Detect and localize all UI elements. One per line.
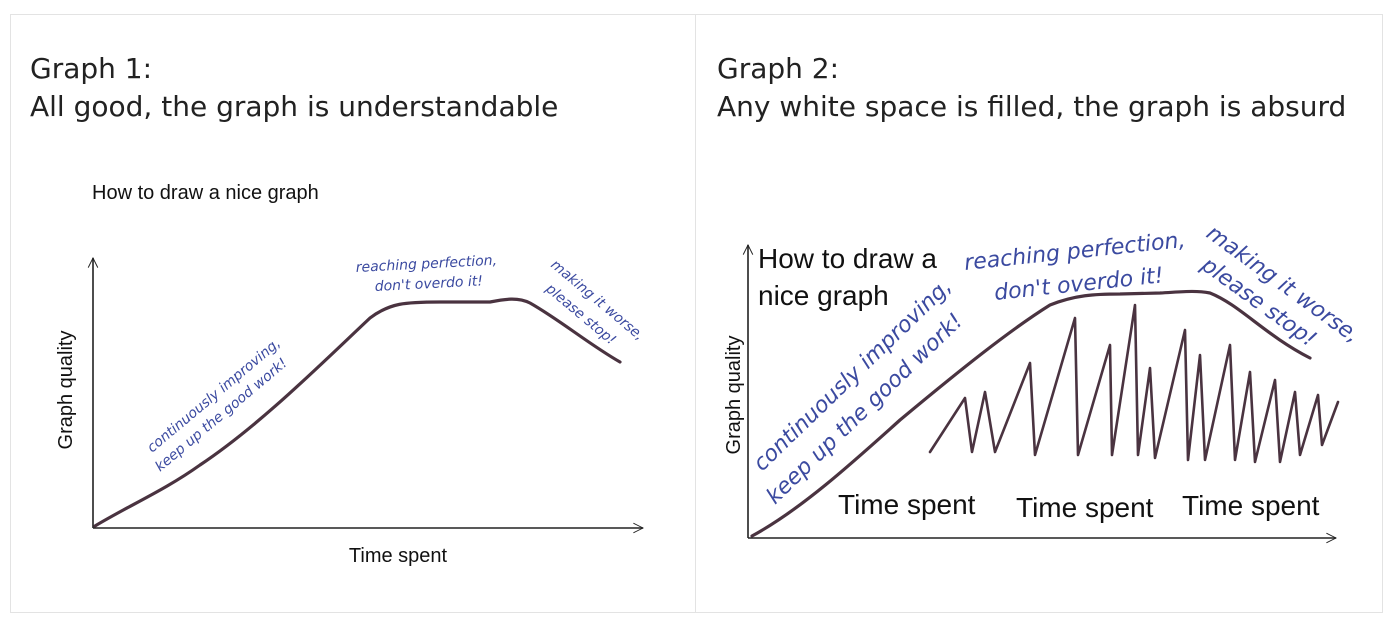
diagram-1-rising-note-line1: continuously improving, <box>144 335 284 456</box>
figure-frame <box>10 14 1383 613</box>
diagram-2-x-axis-label-1: Time spent <box>838 489 976 520</box>
panel-1-subheading: All good, the graph is understandable <box>30 90 559 123</box>
diagram-1-quality-curve <box>93 297 622 528</box>
panel-2-heading: Graph 2: <box>717 52 840 85</box>
diagram-2-title-line2: nice graph <box>758 280 889 311</box>
panel-2-subheading: Any white space is filled, the graph is … <box>717 90 1347 123</box>
diagram-1: How to draw a nice graph Graph quality T… <box>55 182 647 567</box>
diagram-1-y-axis-label: Graph quality <box>55 331 77 450</box>
diagram-2-quality-curve <box>750 289 1312 538</box>
diagram-2-x-axis-label-3: Time spent <box>1182 490 1320 521</box>
diagram-2-title-line1: How to draw a <box>758 243 937 274</box>
panel-1-heading: Graph 1: <box>30 52 153 85</box>
diagram-2-rising-note-line2: keep up the good work! <box>762 309 968 509</box>
diagram-1-title: How to draw a nice graph <box>92 182 319 204</box>
diagram-2-y-axis-label: Graph quality <box>723 336 745 455</box>
diagram-1-x-axis-label: Time spent <box>349 545 448 567</box>
panel-divider <box>695 14 696 613</box>
diagram-1-plateau-note-line1: reaching perfection, <box>355 253 497 276</box>
diagram-2-scribble-fill <box>928 303 1340 464</box>
diagram-2-x-axis-label-2: Time spent <box>1016 492 1154 523</box>
diagram-1-plateau-note-line2: don't overdo it! <box>374 273 483 295</box>
diagram-2: How to draw a nice graph Graph quality T… <box>723 221 1364 544</box>
diagram-1-rising-note-line2: keep up the good work! <box>152 355 290 475</box>
